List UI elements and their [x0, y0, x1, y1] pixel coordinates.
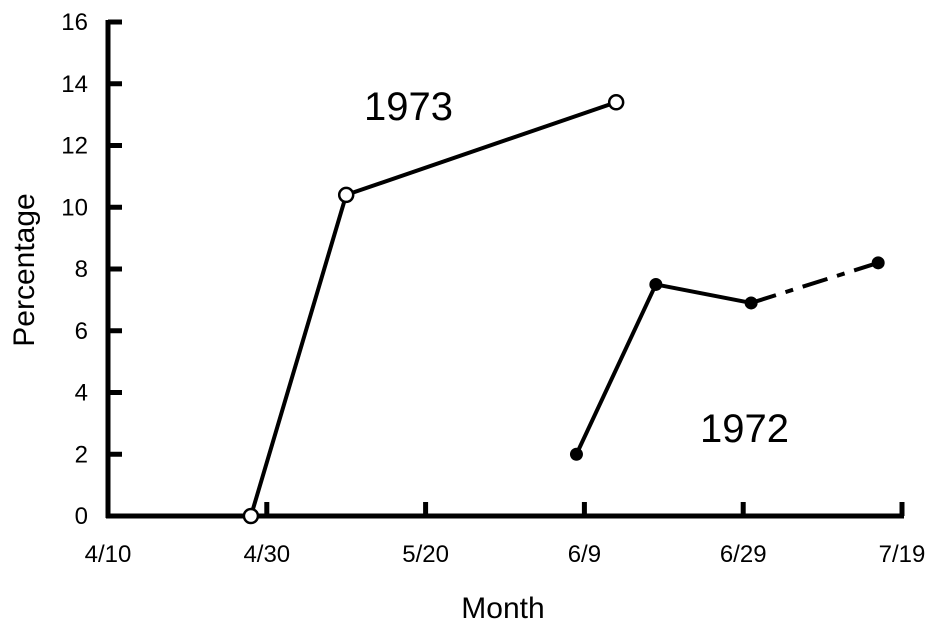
series-1972-segment-2: [750, 260, 879, 305]
y-axis: 0 2 4 6 8 10 12 14 16: [61, 9, 122, 530]
x-tick-label-2: 5/20: [402, 541, 449, 568]
y-tick-label-14: 14: [61, 71, 88, 98]
x-tick-label-5: 7/19: [879, 541, 926, 568]
series-markers: [242, 94, 885, 525]
x-axis-title: Month: [461, 592, 544, 625]
x-tick-label-3: 6/9: [568, 541, 601, 568]
series-1972-segment-0: [574, 283, 658, 456]
series-1972-segment-1: [655, 282, 752, 305]
series-1972-point-1: [649, 277, 663, 291]
y-tick-label-0: 0: [75, 503, 88, 530]
x-axis: 4/10 4/30 5/20 6/9 6/29 7/19: [85, 502, 926, 568]
series-1972-point-3: [871, 256, 885, 270]
y-tick-label-4: 4: [75, 380, 88, 407]
y-tick-label-16: 16: [61, 9, 88, 36]
x-tick-label-0: 4/10: [85, 541, 132, 568]
series-1972-point-2: [744, 296, 758, 310]
y-tick-label-12: 12: [61, 133, 88, 160]
series-label-1972: 1972: [700, 407, 789, 451]
x-tick-label-4: 6/29: [720, 541, 767, 568]
series-1973-point-0: [242, 507, 260, 525]
series-1973-segment-0: [249, 194, 349, 517]
y-tick-label-8: 8: [75, 256, 88, 283]
y-tick-label-6: 6: [75, 318, 88, 345]
series-label-1973: 1973: [364, 85, 453, 129]
series-1973-point-1: [337, 186, 355, 204]
y-axis-title: Percentage: [8, 193, 41, 346]
x-tick-label-1: 4/30: [243, 541, 290, 568]
y-tick-label-2: 2: [75, 441, 88, 468]
series-1972-point-0: [569, 447, 583, 461]
series-lines: [249, 100, 879, 517]
series-1973-segment-1: [345, 100, 617, 197]
y-tick-label-10: 10: [61, 194, 88, 221]
series-1973-point-2: [607, 94, 625, 111]
